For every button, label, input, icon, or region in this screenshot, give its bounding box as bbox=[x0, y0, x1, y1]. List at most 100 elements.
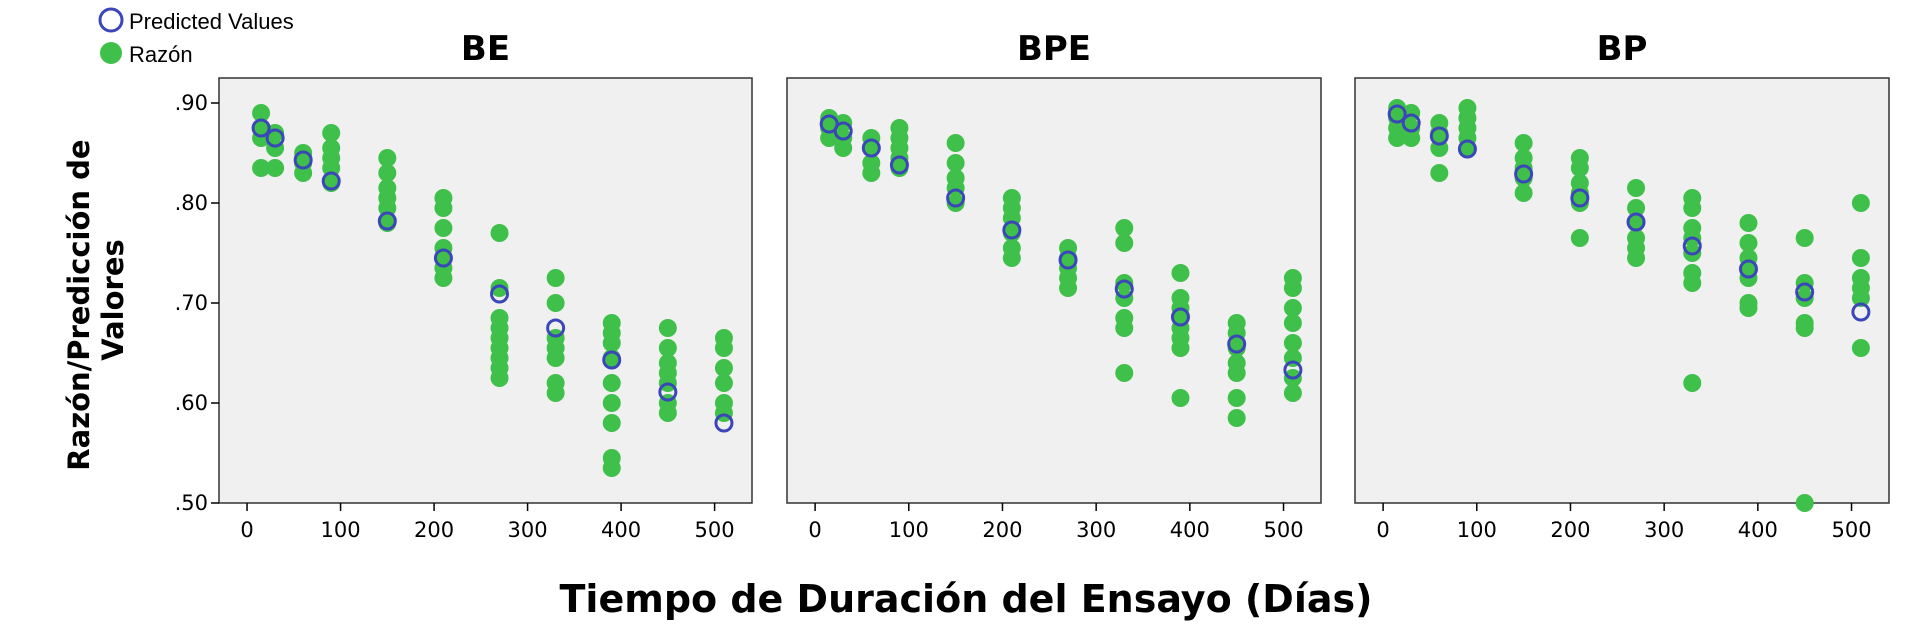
observed-point bbox=[658, 404, 677, 422]
observed-point bbox=[1514, 184, 1533, 202]
observed-point bbox=[946, 154, 965, 172]
observed-point bbox=[378, 149, 397, 167]
predicted-point bbox=[833, 121, 853, 141]
observed-point bbox=[434, 199, 453, 217]
observed-point bbox=[378, 164, 397, 182]
observed-point bbox=[1283, 314, 1302, 332]
predicted-point bbox=[377, 211, 397, 231]
observed-point bbox=[1283, 384, 1302, 402]
observed-point bbox=[266, 159, 285, 177]
observed-point bbox=[1627, 179, 1646, 197]
predicted-point bbox=[293, 150, 313, 170]
legend-predicted-marker bbox=[98, 7, 124, 33]
predicted-point bbox=[321, 171, 341, 191]
predicted-point bbox=[265, 128, 285, 148]
observed-point bbox=[1739, 214, 1758, 232]
x-tick-label: 0 bbox=[240, 518, 253, 542]
observed-point bbox=[1795, 289, 1814, 307]
panel-bp: BP 0 100 200 300 400 500 bbox=[1354, 29, 1890, 542]
observed-point bbox=[1115, 234, 1134, 252]
observed-point bbox=[1227, 364, 1246, 382]
predicted-point bbox=[1626, 212, 1646, 232]
panel-title: BPE bbox=[1017, 29, 1091, 69]
observed-point bbox=[252, 159, 271, 177]
observed-point bbox=[1388, 129, 1407, 147]
observed-point bbox=[1683, 374, 1702, 392]
observed-point bbox=[658, 319, 677, 337]
predicted-point bbox=[1795, 282, 1815, 302]
observed-point bbox=[490, 224, 509, 242]
predicted-point bbox=[546, 318, 566, 338]
observed-point bbox=[1227, 389, 1246, 407]
x-tick-label: 100 bbox=[1457, 518, 1497, 542]
observed-point bbox=[946, 134, 965, 152]
predicted-point bbox=[433, 248, 453, 268]
observed-point bbox=[546, 349, 565, 367]
observed-point bbox=[1851, 339, 1870, 357]
observed-point bbox=[1627, 199, 1646, 217]
observed-point bbox=[1795, 494, 1814, 512]
predicted-point bbox=[1682, 236, 1702, 256]
y-axis-title-line-2: Valores bbox=[96, 239, 130, 361]
predicted-point bbox=[1283, 360, 1303, 380]
predicted-point bbox=[1457, 139, 1477, 159]
panel-be: BE 0 100 200 300 400 500 .90 .80 .70 .60 .50 bbox=[175, 29, 753, 542]
observed-point bbox=[1171, 264, 1190, 282]
observed-point bbox=[490, 369, 509, 387]
observed-point bbox=[1514, 134, 1533, 152]
x-axis-title: Tiempo de Duración del Ensayo (Días) bbox=[560, 577, 1373, 621]
x-tick-label: 0 bbox=[1376, 518, 1389, 542]
observed-point bbox=[820, 129, 839, 147]
panel-bpe: BPE 0 100 200 300 400 500 bbox=[786, 29, 1322, 542]
predicted-point bbox=[1738, 259, 1758, 279]
observed-point bbox=[1795, 319, 1814, 337]
observed-point bbox=[602, 394, 621, 412]
observed-point bbox=[322, 124, 341, 142]
observed-point bbox=[434, 219, 453, 237]
observed-point bbox=[1430, 164, 1449, 182]
observed-point bbox=[1683, 274, 1702, 292]
x-tick-label: 500 bbox=[1831, 518, 1871, 542]
plot-area bbox=[218, 77, 753, 504]
x-tick-label: 100 bbox=[889, 518, 929, 542]
observed-point bbox=[546, 384, 565, 402]
y-axis-title-line-1: Razón/Predicción de bbox=[62, 139, 96, 470]
x-tick-label: 300 bbox=[1644, 518, 1684, 542]
predicted-point bbox=[1058, 250, 1078, 270]
predicted-point bbox=[602, 350, 622, 370]
legend-observed-marker bbox=[100, 42, 122, 64]
observed-point bbox=[1115, 274, 1134, 292]
predicted-point bbox=[1429, 126, 1449, 146]
observed-point bbox=[1227, 409, 1246, 427]
x-tick-label: 300 bbox=[508, 518, 548, 542]
observed-point bbox=[862, 164, 881, 182]
observed-point bbox=[1514, 169, 1533, 187]
predicted-point bbox=[1570, 188, 1590, 208]
observed-point bbox=[602, 459, 621, 477]
observed-point bbox=[658, 339, 677, 357]
observed-point bbox=[1402, 129, 1421, 147]
observed-point bbox=[1570, 159, 1589, 177]
legend-observed-label: Razón bbox=[129, 42, 193, 67]
observed-point bbox=[1283, 279, 1302, 297]
x-tick-label: 200 bbox=[1550, 518, 1590, 542]
observed-point bbox=[602, 334, 621, 352]
predicted-point bbox=[490, 284, 510, 304]
observed-point bbox=[1627, 249, 1646, 267]
observed-point bbox=[602, 414, 621, 432]
y-tick-label: .70 bbox=[175, 291, 208, 315]
observed-point bbox=[946, 194, 965, 212]
observed-point bbox=[1851, 249, 1870, 267]
observed-point bbox=[1115, 219, 1134, 237]
predicted-point bbox=[1401, 113, 1421, 133]
predicted-point bbox=[251, 118, 271, 138]
observed-point bbox=[252, 104, 271, 122]
observed-point bbox=[1739, 234, 1758, 252]
x-tick-label: 200 bbox=[414, 518, 454, 542]
x-tick-label: 100 bbox=[321, 518, 361, 542]
predicted-point bbox=[658, 382, 678, 402]
observed-point bbox=[1283, 334, 1302, 352]
observed-point bbox=[546, 269, 565, 287]
observed-point bbox=[1115, 364, 1134, 382]
observed-point bbox=[1851, 194, 1870, 212]
